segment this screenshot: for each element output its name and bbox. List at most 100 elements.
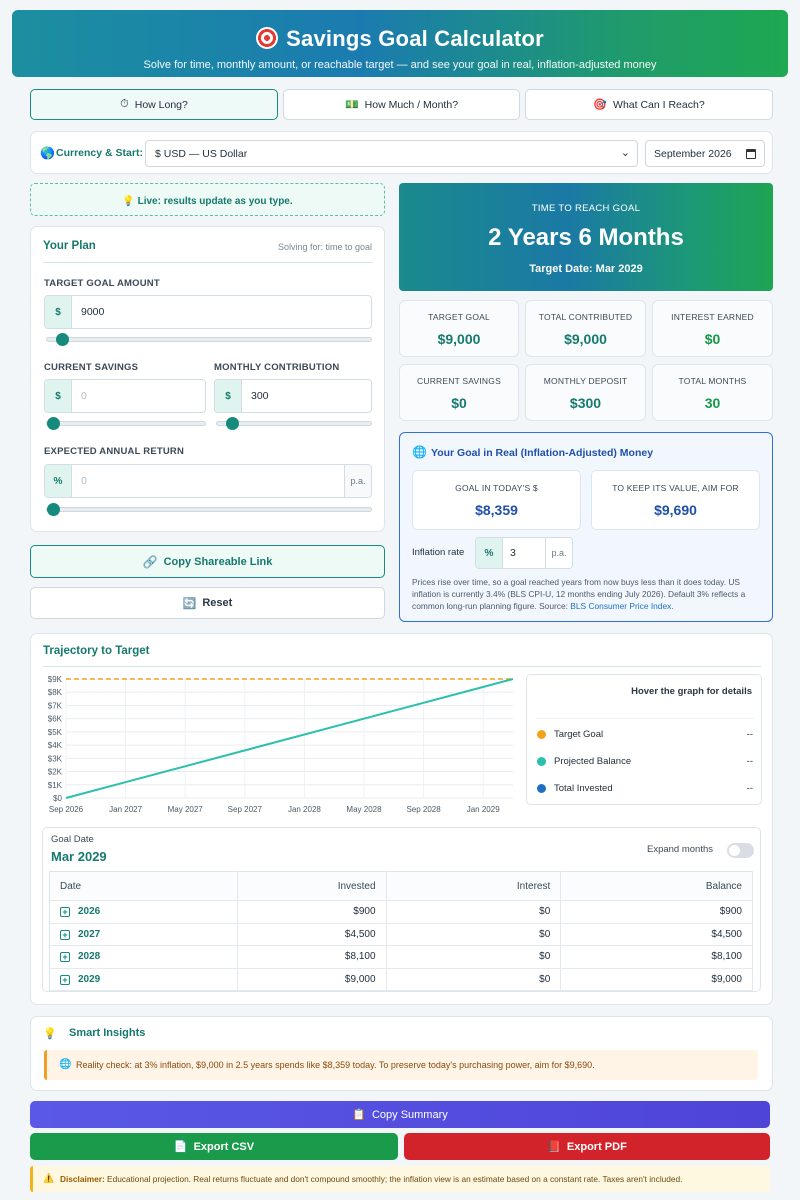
stat-total-contributed: TOTAL CONTRIBUTED $9,000 <box>525 300 646 357</box>
currency-bar: 🌎 Currency & Start: $ USD — US Dollar ⌄ … <box>30 131 773 174</box>
inflation-note: Prices rise over time, so a goal reached… <box>412 577 746 611</box>
x-tick-label: Jan 2027 <box>109 805 142 814</box>
chevron-down-icon: ⌄ <box>620 147 630 159</box>
export-pdf-button[interactable]: 📕 Export PDF <box>404 1133 770 1160</box>
tab-how-much[interactable]: 💵 How Much / Month? <box>283 89 520 120</box>
dollar-prefix: $ <box>45 380 72 412</box>
current-savings-field[interactable]: $ 0 <box>44 379 206 413</box>
plan-title: Your Plan <box>43 240 96 252</box>
expand-icon[interactable]: + <box>60 952 70 963</box>
y-tick-label: $6K <box>48 715 63 724</box>
current-savings-label: CURRENT SAVINGS <box>44 362 139 373</box>
currency-label: Currency & Start: <box>56 147 143 159</box>
dollar-prefix: $ <box>45 296 72 328</box>
trajectory-chart[interactable]: $0 $1K $2K $3K $4K $5K $6K $7K $8K $9K Sep 2026 Jan… <box>31 672 521 822</box>
expand-icon[interactable]: + <box>60 929 70 940</box>
y-tick-label: $5K <box>48 728 63 737</box>
expand-months-toggle[interactable] <box>727 843 754 858</box>
monthly-contribution-field[interactable]: $ 300 <box>214 379 372 413</box>
y-tick-label: $3K <box>48 754 63 763</box>
current-savings-slider[interactable] <box>46 417 206 430</box>
app-subtitle: Solve for time, monthly amount, or reach… <box>143 59 657 71</box>
expand-icon[interactable]: + <box>60 907 70 918</box>
insights-title: Smart Insights <box>69 1027 146 1039</box>
column-header: Interest <box>386 871 562 901</box>
x-tick-label: Sep 2027 <box>228 805 263 814</box>
lightbulb-icon: 💡 <box>43 1028 57 1040</box>
goal-today-box: GOAL IN TODAY'S $ $8,359 <box>412 470 581 530</box>
x-tick-label: Jan 2028 <box>288 805 321 814</box>
tab-what-can-i-reach[interactable]: 🎯 What Can I Reach? <box>525 89 773 120</box>
schedule-panel: Goal Date Mar 2029 Expand months <box>42 827 761 992</box>
chart-legend-panel: Hover the graph for details Target Goal … <box>526 674 762 805</box>
y-tick-label: $0 <box>53 794 62 803</box>
money-icon: 💵 <box>344 99 359 111</box>
app-title: Savings Goal Calculator <box>12 26 788 52</box>
percent-prefix: % <box>476 538 503 568</box>
annual-return-slider[interactable] <box>46 503 372 516</box>
legend-list: Target Goal -- Projected Balance -- Tota… <box>537 721 753 802</box>
reset-icon: 🔄 <box>182 597 197 610</box>
disclaimer: ⚠️ Disclaimer: Educational projection. R… <box>30 1166 770 1192</box>
bls-source-link[interactable]: BLS Consumer Price Index. <box>570 601 674 611</box>
y-tick-label: $7K <box>48 701 63 710</box>
stat-target-goal: TARGET GOAL $9,000 <box>399 300 519 357</box>
expand-months-label: Expand months <box>647 844 714 855</box>
currency-select[interactable]: $ USD — US Dollar ⌄ <box>145 140 638 167</box>
stat-total-months: TOTAL MONTHS 30 <box>652 364 773 421</box>
export-csv-button[interactable]: 📄 Export CSV <box>30 1133 398 1160</box>
target-date: Target Date: Mar 2029 <box>529 263 643 275</box>
slider-thumb[interactable] <box>47 417 60 430</box>
goal-date-label: Goal Date <box>51 834 94 845</box>
inflation-rate-field[interactable]: % 3 p.a. <box>475 537 573 569</box>
slider-thumb[interactable] <box>225 417 239 430</box>
insight-message: 🌐 Reality check: at 3% inflation, $9,000… <box>44 1050 758 1080</box>
legend-total-invested: Total Invested -- <box>537 775 753 802</box>
reset-button[interactable]: 🔄 Reset <box>30 587 385 619</box>
y-tick-label: $9K <box>48 675 63 684</box>
divider <box>43 666 761 667</box>
slider-thumb[interactable] <box>56 333 70 346</box>
stat-current-savings: CURRENT SAVINGS $0 <box>399 364 519 421</box>
toggle-knob <box>729 845 740 856</box>
x-tick-label: May 2028 <box>346 805 382 814</box>
table-row[interactable]: +2027 $4,500 $0 $4,500 <box>49 923 753 946</box>
table-row[interactable]: +2028 $8,100 $0 $8,100 <box>49 945 753 969</box>
annual-return-label: EXPECTED ANNUAL RETURN <box>44 446 185 457</box>
tab-how-long[interactable]: ⏱ How Long? <box>30 89 278 120</box>
column-header: Balance <box>560 871 753 901</box>
trajectory-title: Trajectory to Target <box>43 645 150 657</box>
start-date-input[interactable]: September 2026 <box>645 140 765 167</box>
table-row[interactable]: +2026 $900 $0 $900 <box>49 900 753 924</box>
target-icon: 🎯 <box>593 99 608 111</box>
expand-icon[interactable]: + <box>60 974 70 985</box>
monthly-contribution-slider[interactable] <box>216 417 372 430</box>
copy-link-button[interactable]: 🔗 Copy Shareable Link <box>30 545 385 578</box>
goal-date-value: Mar 2029 <box>51 849 107 864</box>
result-banner: TIME TO REACH GOAL 2 Years 6 Months Targ… <box>399 183 773 291</box>
target-goal-label: TARGET GOAL AMOUNT <box>44 278 160 289</box>
globe-icon: 🌎 <box>40 146 55 160</box>
result-label: TIME TO REACH GOAL <box>531 203 641 214</box>
insights-card: 💡 Smart Insights 🌐 Reality check: at 3% … <box>30 1016 773 1091</box>
target-icon <box>256 27 279 49</box>
calendar-icon <box>746 149 756 159</box>
table-row[interactable]: +2029 $9,000 $0 $9,000 <box>49 968 753 991</box>
y-tick-label: $2K <box>48 768 63 777</box>
annual-return-field[interactable]: % 0 p.a. <box>44 464 372 498</box>
x-tick-label: Sep 2028 <box>406 805 441 814</box>
globe-icon: 🌐 <box>412 445 427 459</box>
y-tick-label: $1K <box>48 781 63 790</box>
inflation-title: Your Goal in Real (Inflation-Adjusted) M… <box>431 447 654 459</box>
target-goal-field[interactable]: $ 9000 <box>44 295 372 329</box>
y-tick-label: $4K <box>48 741 63 750</box>
copy-summary-button[interactable]: 📋 Copy Summary <box>30 1101 770 1128</box>
slider-thumb[interactable] <box>47 503 60 516</box>
legend-target-goal: Target Goal -- <box>537 721 753 748</box>
x-tick-label: Jan 2029 <box>467 805 500 814</box>
target-goal-slider[interactable] <box>46 333 372 346</box>
legend-marker <box>537 757 546 766</box>
table-header-row: Date Invested Interest Balance <box>49 871 753 901</box>
legend-marker <box>537 784 546 793</box>
solving-for-label: Solving for: time to goal <box>277 242 372 252</box>
